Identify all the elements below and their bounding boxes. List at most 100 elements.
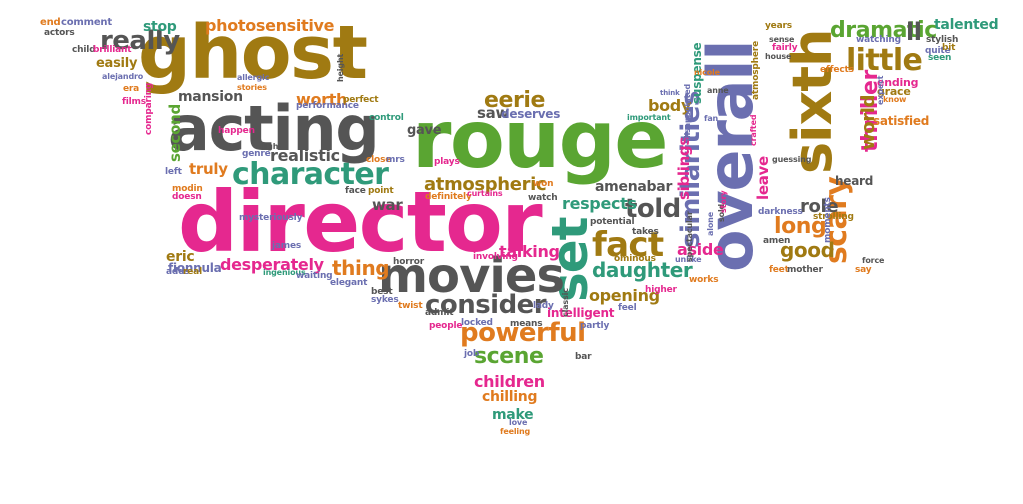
word-director: director [178,173,543,271]
word-classic: classic [561,288,570,317]
word-ll: ll [906,18,922,46]
word-intelligent: intelligent [547,306,615,320]
word-era: era [123,84,140,94]
word-eerie: eerie [484,88,545,113]
word-satisfied: satisfied [873,114,930,128]
word-stylish: stylish [926,35,959,45]
word-thing: thing [332,256,390,280]
word-people: people [429,321,463,331]
word-nicole: nicole [694,68,720,77]
word-anne: anne [707,86,729,95]
word-effects: effects [820,65,854,75]
word-war: war [372,196,403,214]
word-chilling: chilling [482,389,538,405]
word-truly: truly [189,160,228,178]
word-ingenious: ingenious [263,268,306,277]
word-siblings: siblings [675,136,693,200]
word-potential: potential [590,217,635,227]
word-powerful: powerful [460,318,586,348]
word-feeling: feeling [500,427,531,436]
word-sense: sense [769,35,795,44]
word-spectacular: spectacular [685,211,694,262]
word-alejandro: alejandro [102,72,144,81]
word-leave: leave [754,156,772,200]
word-perfect: perfect [343,95,379,105]
word-films: films [122,97,146,107]
word-child: child [72,45,96,55]
word-stop: stop [143,19,177,35]
word-amenabar: amenabar [595,179,673,195]
word-realistic: realistic [270,146,340,165]
word-force: force [862,256,885,265]
word-strolling: strolling [813,212,854,222]
word-mansion: mansion [178,89,243,105]
word-told: told [625,194,681,224]
word-face: face [345,186,366,196]
word-won: won [533,179,554,189]
word-crafted: crafted [749,114,758,146]
word-close: close [366,155,392,165]
word-consider: consider [425,290,547,320]
word-seen: seen [928,53,952,63]
word-elegant: elegant [330,278,368,288]
word-worth: worth [296,90,348,109]
word-role: role [800,196,839,217]
word-character: character [232,157,389,192]
word-amen: amen [763,236,791,246]
word-atmosphere: atmosphere [751,41,761,100]
word-higher: higher [645,285,677,295]
word-rouge: rouge [412,93,669,186]
word-comment: comment [61,17,112,28]
word-best: best [371,287,393,297]
word-make: make [492,407,534,423]
word-saw: saw [477,104,510,122]
word-long: long [774,214,827,239]
word-mother: mother [787,265,823,275]
word-fairly: fairly [772,43,798,53]
word-watching: watching [856,35,901,45]
word-james: james [272,241,302,251]
word-curtains: curtains [467,189,503,198]
word-feel: feel [618,303,637,313]
word-twist: twist [398,301,423,311]
word-happen: happen [218,126,255,136]
word-think: think [660,89,680,97]
word-photosensitive: photosensitive [205,16,335,35]
word-atmospheric: atmospheric [424,174,547,195]
word-means: means [510,319,543,329]
word-ominous: ominous [614,254,656,264]
word-eric: eric [166,249,195,265]
word-grace: grace [877,85,911,98]
word-house: house [765,52,792,61]
word-end: end [40,17,61,28]
word-actors: actors [44,28,75,38]
word-unlike: unlike [675,255,702,264]
word-comparing: comparing [144,82,154,135]
word-partly: partly [580,321,610,331]
word-allergic: allergic [237,73,270,82]
word-aside: aside [677,240,724,259]
word-children: children [474,372,545,391]
word-fact: fact [592,225,664,265]
word-genre: genre [242,149,271,159]
word-movies: movies [378,248,565,304]
word-mrs: mrs [386,155,405,165]
word-adds: adds [166,267,190,277]
word-mysteriously: mysteriously [239,213,303,223]
word-performance: performance [296,101,359,111]
word-second: second [166,104,184,162]
word-heard: heard [835,174,874,188]
word-love: love [509,418,528,427]
word-control: control [369,113,404,123]
word-know: know [883,95,907,104]
word-moments: moments [823,197,833,243]
word-acting: acting [168,92,380,165]
word-fan: fan [704,114,719,123]
word-easily: easily [96,56,138,71]
word-plays: plays [434,157,460,167]
word-disappointed: disappointed [683,83,692,141]
word-deserves: deserves [501,107,561,121]
word-real: real [183,267,202,277]
word-fionnula: fionnula [168,261,222,275]
